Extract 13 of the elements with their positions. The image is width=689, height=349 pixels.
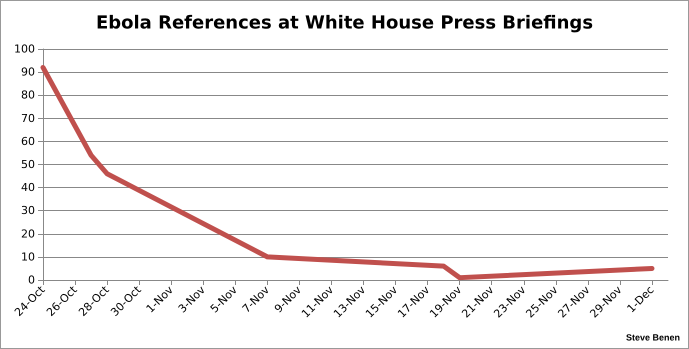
y-tick-label: 50 xyxy=(21,158,35,171)
y-tick-label: 90 xyxy=(21,66,35,79)
text: Steve Benen xyxy=(626,332,680,342)
chart-title: Ebola References at White House Press Briefings xyxy=(96,12,594,34)
y-tick-label: 60 xyxy=(21,134,35,148)
y-tick-label: 100 xyxy=(14,42,35,56)
y-tick-label: 20 xyxy=(21,227,35,240)
y-tick-label: 70 xyxy=(21,112,35,125)
y-tick-label: 10 xyxy=(21,250,35,264)
y-tick-label: 40 xyxy=(21,181,35,194)
y-tick-label: 30 xyxy=(21,204,35,218)
y-tick-label: 80 xyxy=(21,88,35,102)
y-tick-label: 0 xyxy=(28,274,35,286)
